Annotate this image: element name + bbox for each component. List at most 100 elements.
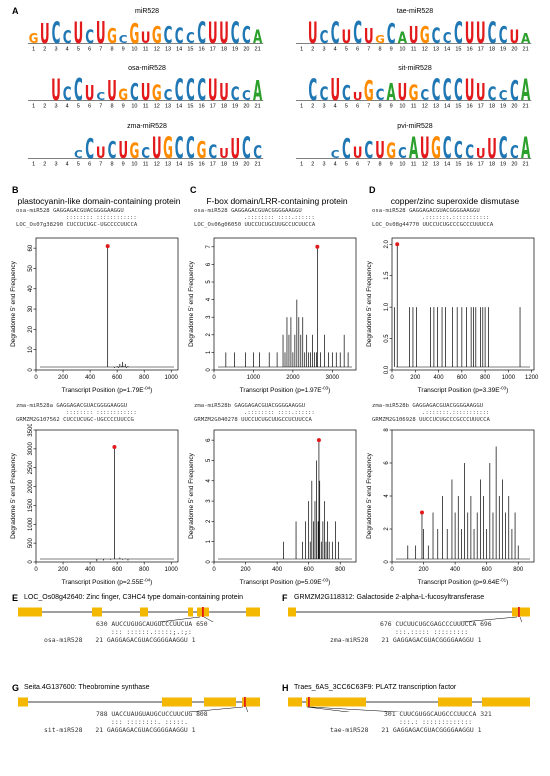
degradome-plot-d-top: 0 200 400 600 800 1000 1200 0.0 0.5 1.0 1.5 2.0 Degr… [366,237,539,395]
logo-tick-label: 3 [322,104,325,110]
logo-svg: 1 2 3 4 5 6 7 8 9 10 11 12 13 14 15 16 17 18 19 20 21U C C U C U G… [296,16,532,53]
y-tick-label: 0.5 [384,334,390,343]
x-label-text: Transcript Position [62,579,117,586]
gene-title-f: GRMZM2G118312: Galactoside 2-alpha-L-fuc… [294,594,485,601]
mirna-seq: GAGGAGACGUACGGGGAAGGU [412,403,484,409]
panel-letter-e: E [12,593,19,603]
logo-letter: C [242,23,251,49]
logo-letter: C [231,82,240,105]
logo-letter: U [230,133,240,165]
logo-letter: G [409,82,419,107]
logo-letter: G [152,23,162,49]
logo-letter: C [164,23,173,49]
logo-tick-label: 4 [66,104,69,110]
logo-letter: U [476,17,486,51]
logo-letter: U [353,144,363,162]
logo-letter: C [465,140,474,163]
logo-tick-label: 6 [88,104,91,110]
logo-tick-label: 8 [378,47,381,53]
mirna-seq: GAGGAGACGUACGGGGAAGGU [392,636,474,644]
logo-letter: A [398,29,407,47]
logo-letter: C [231,17,240,51]
target-pos-end: 696 [480,620,492,628]
cleavage-peak-marker [112,444,117,449]
logo-tick-label: 13 [433,47,439,53]
logo-tick-label: 11 [411,104,417,110]
y-axis-label: Degradome 5' end Frequency [366,452,373,539]
x-label-text: Transcript Position [418,387,473,394]
logo-tick-label: 5 [345,162,348,168]
p-value-exponent: -03 [500,386,507,391]
logo-letter: U [409,23,419,49]
logo-letter: U [465,17,475,51]
gene-alignment-h: 301 CUUCGUGGCAUGCCCUUCCA 321 :::.: :::::… [384,710,492,726]
logo-tick-label: 7 [99,47,102,53]
y-axis-label: Degradome 5' end Frequency [188,452,195,539]
logo-tick-label: 5 [77,47,80,53]
logo-letter: C [499,23,508,49]
logo-letter: C [510,75,519,107]
logo-tick-label: 4 [66,47,69,53]
logo-tae-mir528: tae-miR528 1 2 3 4 5 6 7 8 9 10 11 12 13 14 15 16 17 18 19… [290,8,540,53]
logo-letter: A [409,132,419,166]
logo-tick-label: 16 [467,47,473,53]
panel-letter-a: A [12,6,19,16]
logo-tick-label: 7 [99,104,102,110]
logo-tick-label: 6 [356,162,359,168]
logo-letter: G [364,75,374,107]
logo-letter: C [387,18,396,50]
mirna-name: sit-miR528 [44,726,83,734]
alignment-c-bottom: zma-miR528b GAGGAGACGUACGGGGAAGGU .:::::… [194,403,315,424]
match-line: :::::::: :::::::::::: [66,215,137,221]
logo-tick-label: 13 [433,162,439,168]
logo-letter: C [331,148,340,161]
logo-letter: C [432,25,441,50]
y-tick-label: 8 [384,428,390,432]
logo-letter: G [386,140,396,165]
logo-tick-label: 9 [122,47,125,53]
exon [512,607,530,617]
logo-title: miR528 [134,8,160,15]
cleavage-peak-marker [105,244,110,249]
y-tick-label: 5 [206,458,212,462]
mirna-seq: GAGGAGACGUACGGGGAAGGU [231,208,302,214]
y-tick-label: 4 [384,494,390,498]
y-tick-label: 1 [206,350,212,354]
deg-title-c: F-box domain/LRR-containing protein [206,196,348,206]
logo-letter: C [308,74,317,108]
y-tick-label: 1.5 [384,271,390,280]
plot-frame [35,237,179,371]
x-tick-label: 600 [457,375,468,381]
callout-line [459,616,518,622]
logo-tick-label: 4 [334,47,337,53]
logo-letter: U [398,80,408,106]
mirna-seq: GAGGAGACGUACGGGGAAGGU [234,403,306,409]
logo-letter: U [219,145,229,161]
callout-line [245,706,249,712]
y-tick-label: 4 [206,478,212,482]
logo-tick-label: 8 [110,162,113,168]
cleavage-site [308,697,310,707]
logo-letter: C [320,27,329,48]
x-axis-label: Transcript Position (p=3.39E-03) [418,386,509,395]
deg-title-b: plastocyanin-like domain-containing prot… [17,196,181,206]
x-label-text: Transcript Position [240,579,295,586]
logo-letter: G [420,23,430,49]
y-tick-label: 50 [28,264,34,271]
x-tick-label: 0 [34,567,38,573]
match-line: ::: ::::::::. :::::. [111,718,188,726]
logo-tick-label: 18 [489,162,495,168]
cleavage-peak-marker [315,244,320,249]
gene-alignment-f: 676 CUCUUCUGCGAGCCCUUUCCA 696 :::.::::: … [380,620,492,636]
y-tick-label: 20 [28,325,34,332]
logo-letter: U [219,80,229,106]
y-tick-label: 6 [206,262,212,266]
p-value-exponent: -04 [144,386,151,391]
exon [288,607,296,617]
x-tick-label: 400 [85,375,96,381]
alignment-d-top: osa-miR528 GAGGAGACGUACGGGGAAGGU .::::::… [372,208,493,229]
logo-letter: G [129,140,139,165]
logo-tick-label: 16 [199,162,205,168]
mirna-name: zma-miR528a [16,403,54,409]
logo-tick-label: 20 [511,47,517,53]
